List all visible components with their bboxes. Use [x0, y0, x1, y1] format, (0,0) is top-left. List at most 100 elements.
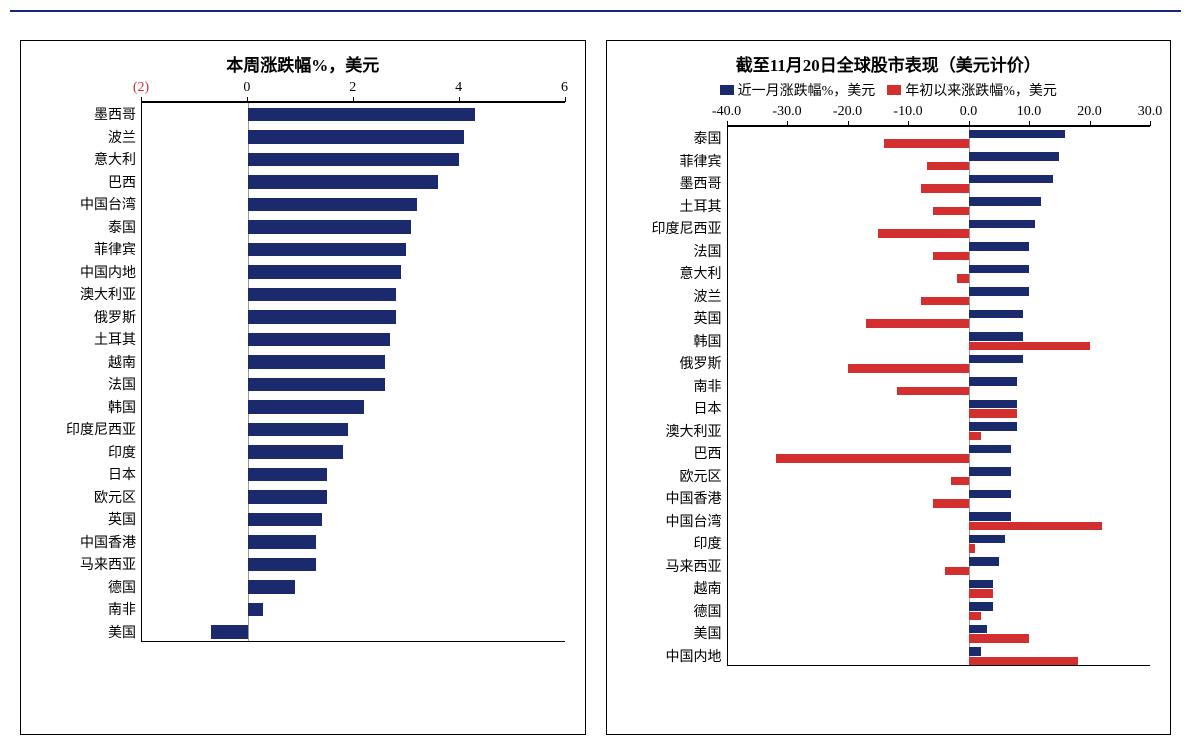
bar-series-b	[969, 432, 981, 441]
bar-series-b	[866, 319, 969, 328]
category-label: 越南	[22, 352, 142, 372]
bar-row: 韩国	[142, 396, 565, 419]
category-label: 墨西哥	[608, 173, 728, 193]
category-label: 意大利	[608, 263, 728, 283]
bar-row: 波兰	[142, 126, 565, 149]
category-label: 土耳其	[22, 329, 142, 349]
legend-item: 近一月涨跌幅%，美元	[720, 80, 876, 100]
bar-host	[142, 351, 565, 374]
bar	[248, 445, 343, 459]
bar-series-a	[969, 220, 1035, 229]
bar-host	[728, 240, 1151, 263]
right-chart-title: 截至11月20日全球股市表现（美元计价）	[607, 51, 1171, 76]
bar-host	[142, 508, 565, 531]
bar	[248, 400, 364, 414]
bar-row: 日本	[728, 397, 1151, 420]
x-tick-label: (2)	[133, 80, 149, 96]
bar-row: 印度尼西亚	[142, 418, 565, 441]
bar-host	[142, 576, 565, 599]
left-chart-panel: 本周涨跌幅%，美元 (2)0246墨西哥波兰意大利巴西中国台湾泰国菲律宾中国内地…	[20, 40, 586, 735]
bar-series-a	[969, 130, 1066, 139]
bar-row: 菲律宾	[142, 238, 565, 261]
bar-series-b	[776, 454, 969, 463]
category-label: 土耳其	[608, 196, 728, 216]
bar-row: 墨西哥	[728, 172, 1151, 195]
bar-host	[142, 553, 565, 576]
bar-series-a	[969, 422, 1017, 431]
category-label: 美国	[22, 622, 142, 642]
bar-host	[728, 465, 1151, 488]
bar-series-b	[951, 477, 969, 486]
bar-host	[728, 420, 1151, 443]
category-label: 英国	[608, 308, 728, 328]
category-label: 美国	[608, 623, 728, 643]
legend-label: 近一月涨跌幅%，美元	[738, 80, 876, 100]
bar	[248, 243, 406, 257]
bar-series-a	[969, 602, 993, 611]
category-label: 俄罗斯	[608, 353, 728, 373]
bar	[248, 490, 327, 504]
bar-row: 欧元区	[728, 465, 1151, 488]
bar-row: 南非	[728, 375, 1151, 398]
left-plot-area: 墨西哥波兰意大利巴西中国台湾泰国菲律宾中国内地澳大利亚俄罗斯土耳其越南法国韩国印…	[141, 102, 565, 642]
category-label: 韩国	[608, 331, 728, 351]
bar-series-b	[927, 162, 969, 171]
category-label: 英国	[22, 509, 142, 529]
bar-host	[142, 621, 565, 644]
x-tick-label: -20.0	[833, 104, 862, 120]
bar-host	[142, 126, 565, 149]
charts-container: 本周涨跌幅%，美元 (2)0246墨西哥波兰意大利巴西中国台湾泰国菲律宾中国内地…	[0, 0, 1191, 755]
bar	[248, 580, 296, 594]
category-label: 韩国	[22, 397, 142, 417]
bar-series-b	[969, 522, 1102, 531]
bar-series-a	[969, 512, 1011, 521]
category-label: 日本	[22, 464, 142, 484]
bar-host	[728, 172, 1151, 195]
bar-host	[728, 532, 1151, 555]
category-label: 菲律宾	[22, 239, 142, 259]
bar-host	[142, 328, 565, 351]
bar	[248, 108, 475, 122]
bar-series-b	[945, 567, 969, 576]
bar	[248, 468, 327, 482]
bar-host	[728, 622, 1151, 645]
x-tick-label: -30.0	[772, 104, 801, 120]
bar-row: 印度	[142, 441, 565, 464]
bar-row: 墨西哥	[142, 103, 565, 126]
bar-row: 泰国	[728, 127, 1151, 150]
category-label: 印度尼西亚	[22, 419, 142, 439]
category-label: 泰国	[22, 217, 142, 237]
bar-row: 英国	[142, 508, 565, 531]
bar-host	[728, 577, 1151, 600]
bar-series-b	[933, 207, 969, 216]
bar-row: 中国台湾	[728, 510, 1151, 533]
bar	[248, 288, 396, 302]
legend-item: 年初以来涨跌幅%，美元	[887, 80, 1057, 100]
bar-host	[142, 216, 565, 239]
bar-series-b	[897, 387, 969, 396]
bar-host	[142, 283, 565, 306]
bar-row: 英国	[728, 307, 1151, 330]
bar-host	[728, 442, 1151, 465]
category-label: 菲律宾	[608, 151, 728, 171]
left-x-axis: (2)0246	[141, 80, 565, 102]
bar-series-a	[969, 647, 981, 656]
left-axis-area: (2)0246墨西哥波兰意大利巴西中国台湾泰国菲律宾中国内地澳大利亚俄罗斯土耳其…	[141, 80, 565, 642]
bar-series-a	[969, 557, 999, 566]
category-label: 越南	[608, 578, 728, 598]
x-tick-label: -40.0	[712, 104, 741, 120]
category-label: 德国	[22, 577, 142, 597]
bar	[248, 198, 417, 212]
bar	[211, 625, 248, 639]
bar-series-b	[848, 364, 969, 373]
left-chart-title: 本周涨跌幅%，美元	[21, 51, 585, 76]
category-label: 中国内地	[608, 646, 728, 666]
x-tick-label: 0	[243, 80, 250, 96]
bar-row: 德国	[142, 576, 565, 599]
bar-row: 中国香港	[142, 531, 565, 554]
category-label: 墨西哥	[22, 104, 142, 124]
bar-series-a	[969, 625, 987, 634]
bar-series-b	[969, 409, 1017, 418]
bar-series-a	[969, 445, 1011, 454]
bar-series-b	[933, 252, 969, 261]
